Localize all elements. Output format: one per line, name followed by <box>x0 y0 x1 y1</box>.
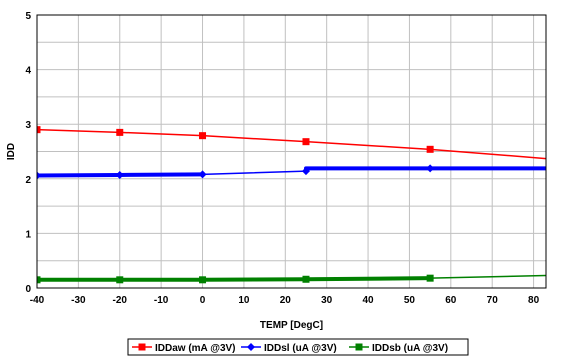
series-line-segment <box>305 140 431 151</box>
legend-swatch-marker <box>247 343 255 351</box>
data-point-marker <box>116 128 124 136</box>
x-tick-label: 20 <box>280 295 292 306</box>
x-tick-label: 0 <box>200 295 206 306</box>
y-tick-labels: 0 1 2 3 4 5 <box>25 11 31 295</box>
plot-frame <box>36 14 547 289</box>
series-line-segment <box>119 131 204 137</box>
series-line-segment <box>37 128 121 134</box>
series-line-segment <box>303 276 433 282</box>
series-1 <box>37 164 546 180</box>
y-tick-label: 4 <box>25 66 31 77</box>
data-point-marker <box>199 276 207 284</box>
data-point-marker <box>37 171 41 180</box>
data-point-marker <box>116 276 124 284</box>
series-2 <box>37 274 546 284</box>
y-tick-label: 0 <box>25 284 31 295</box>
legend-label: IDDsl (uA @3V) <box>264 343 337 354</box>
series-line-segment <box>201 170 307 176</box>
x-axis-title: TEMP [DegC] <box>260 320 323 331</box>
x-tick-label: -20 <box>113 295 128 306</box>
data-point-marker <box>426 164 435 173</box>
data-point-marker <box>37 276 41 284</box>
data-point-marker <box>199 132 207 140</box>
series-0 <box>37 126 546 160</box>
x-tick-label: -40 <box>30 295 45 306</box>
y-tick-label: 3 <box>25 120 31 131</box>
legend: IDDaw (mA @3V) IDDsl (uA @3V) IDDsb (uA @3… <box>127 338 469 356</box>
data-point-marker <box>301 167 310 176</box>
x-tick-label: 50 <box>404 295 416 306</box>
legend-swatch-marker <box>355 343 363 351</box>
legend-label: IDDsb (uA @3V) <box>372 343 448 354</box>
x-tick-label: 10 <box>238 295 250 306</box>
data-point-marker <box>302 138 310 146</box>
data-point-marker <box>198 170 207 179</box>
x-tick-label: 70 <box>487 295 499 306</box>
data-point-marker <box>302 275 310 283</box>
series-line-segment <box>117 172 205 177</box>
x-tick-labels: -40 -30 -20 -10 0 10 20 30 40 50 60 70 80 <box>30 295 540 306</box>
x-tick-label: -10 <box>154 295 169 306</box>
y-axis-title: IDD <box>6 143 17 160</box>
x-tick-label: -30 <box>71 295 86 306</box>
series-line-segment <box>429 274 546 279</box>
x-tick-label: 60 <box>445 295 457 306</box>
series-layer <box>37 126 546 284</box>
data-point-marker <box>426 274 434 282</box>
x-tick-label: 40 <box>362 295 374 306</box>
data-point-marker <box>115 170 124 179</box>
legend-swatch-marker <box>138 343 146 351</box>
y-tick-label: 1 <box>25 229 31 240</box>
x-tick-label: 30 <box>321 295 333 306</box>
x-tick-label: 80 <box>528 295 540 306</box>
series-line-segment <box>201 134 307 143</box>
legend-box <box>127 338 469 356</box>
data-point-marker <box>37 126 41 134</box>
data-point-marker <box>426 145 434 153</box>
series-line-segment <box>429 148 546 160</box>
y-tick-label: 2 <box>25 175 31 186</box>
y-tick-label: 5 <box>25 11 31 22</box>
series-line-segment <box>37 172 122 178</box>
series-line-segment <box>200 277 308 282</box>
legend-label: IDDaw (mA @3V) <box>155 343 236 354</box>
